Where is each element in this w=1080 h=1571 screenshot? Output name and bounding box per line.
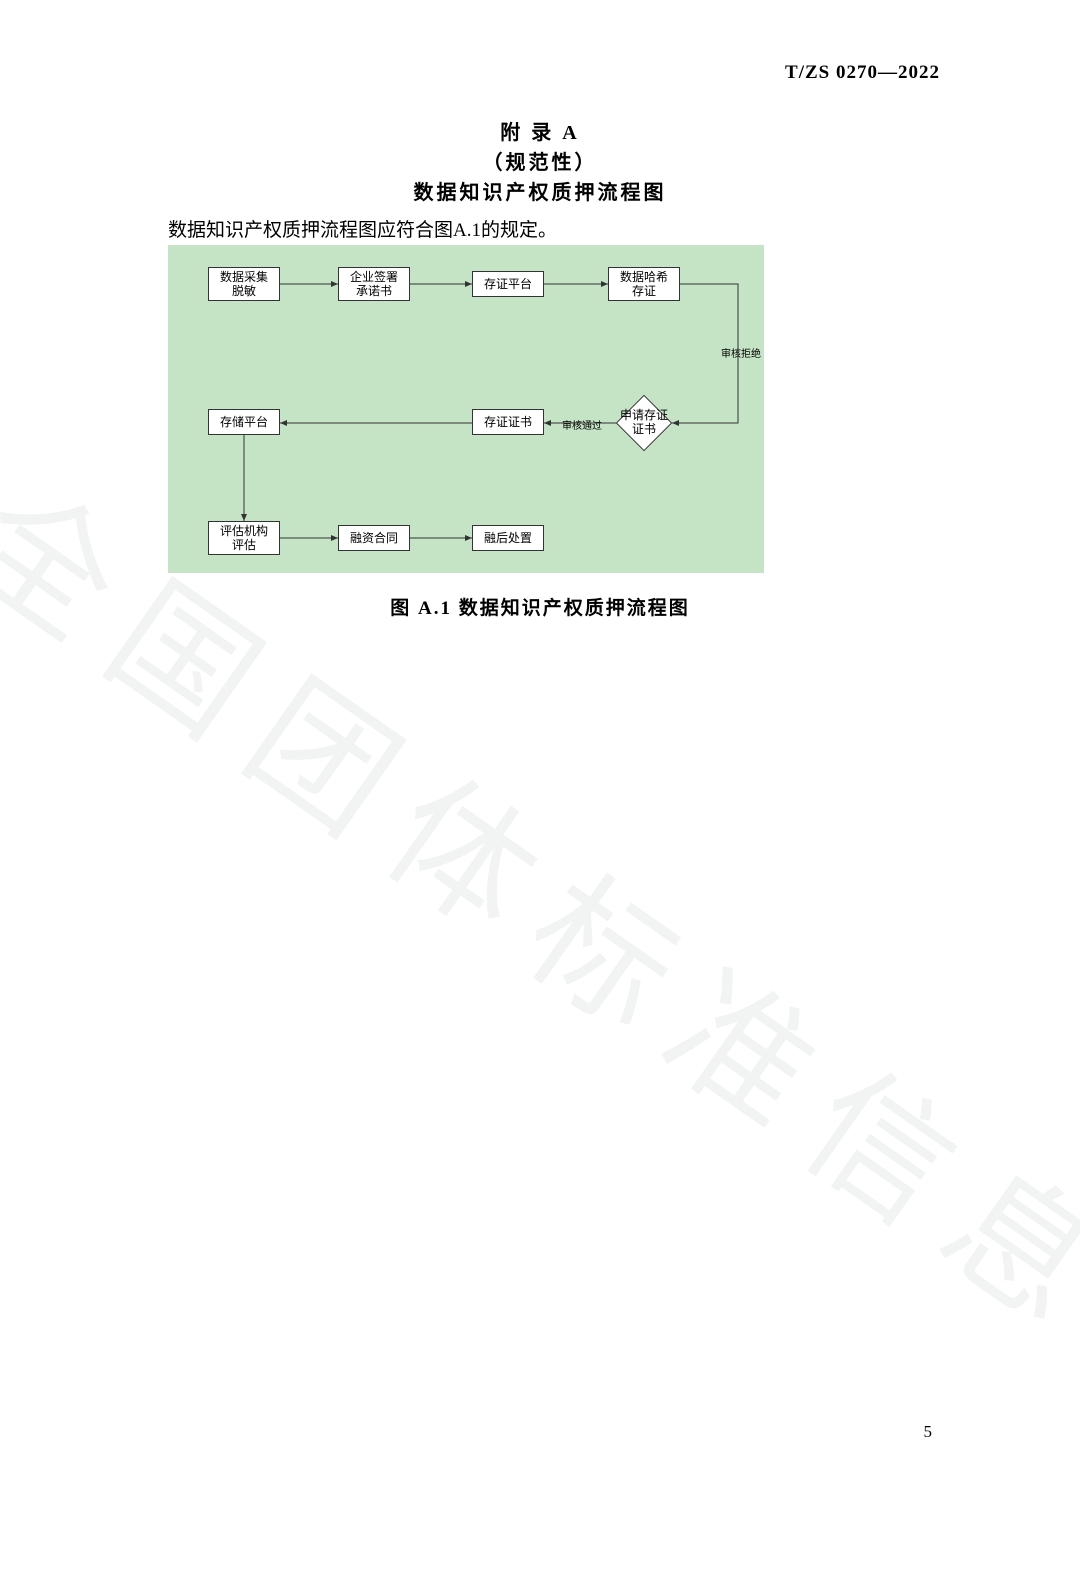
node-eval-org: 评估机构评估 (208, 521, 280, 555)
page-number: 5 (924, 1422, 933, 1442)
figure-caption: 图 A.1 数据知识产权质押流程图 (0, 593, 1080, 620)
node-storage-platform: 存储平台 (208, 409, 280, 435)
node-cert-platform: 存证平台 (472, 271, 544, 297)
node-sign-commitment: 企业签署承诺书 (338, 267, 410, 301)
node-cert-doc: 存证证书 (472, 409, 544, 435)
node-data-collect: 数据采集脱敏 (208, 267, 280, 301)
node-post-finance: 融后处置 (472, 525, 544, 551)
flowchart: 数据采集脱敏 企业签署承诺书 存证平台 数据哈希存证 申请存证证书 存证证书 存… (168, 245, 764, 573)
node-apply-cert-diamond (616, 395, 673, 452)
title-line-1: 附 录 A (0, 118, 1080, 148)
node-hash-cert: 数据哈希存证 (608, 267, 680, 301)
title-block: 附 录 A （规范性） 数据知识产权质押流程图 (0, 118, 1080, 208)
body-text: 数据知识产权质押流程图应符合图A.1的规定。 (168, 215, 557, 242)
title-line-2: （规范性） (0, 148, 1080, 178)
node-finance-contract: 融资合同 (338, 525, 410, 551)
edge-label-pass: 审核通过 (562, 417, 602, 432)
title-line-3: 数据知识产权质押流程图 (0, 178, 1080, 208)
header-code: T/ZS 0270—2022 (785, 62, 940, 84)
edge-label-reject: 审核拒绝 (721, 345, 761, 360)
